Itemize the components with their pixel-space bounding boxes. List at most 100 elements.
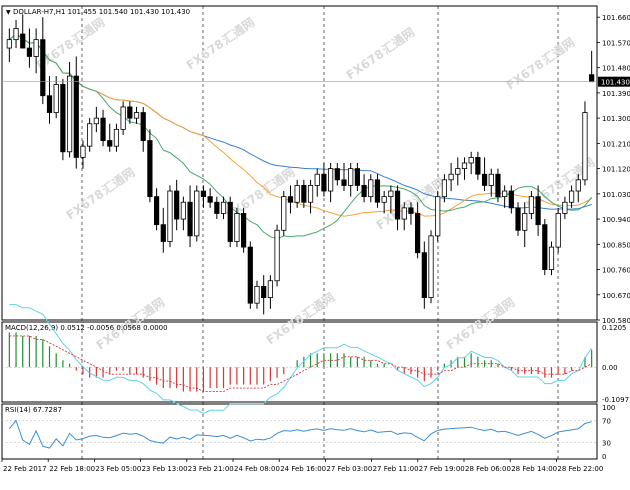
watermark-text-cn: 汇通网 <box>259 164 297 197</box>
candle-body-83 <box>562 201 568 214</box>
candle-body-3 <box>26 47 33 57</box>
candle-body-56 <box>381 196 387 203</box>
candle-body-8 <box>60 84 66 153</box>
candle-body-48 <box>328 168 334 192</box>
candle-body-34 <box>234 213 240 242</box>
macd-tick-label: 0.00 <box>602 364 618 372</box>
price-tick-label: 100.760 <box>602 267 630 275</box>
price-pane-frame <box>1 5 598 321</box>
x-tick-label: 28 Feb 14:00 <box>511 465 557 473</box>
candle-body-75 <box>508 190 514 209</box>
candle-body-54 <box>368 179 374 198</box>
x-tick-label: 22 Feb 2017 <box>3 465 47 473</box>
candle-body-6 <box>46 95 53 113</box>
price-tick-label: 100.670 <box>602 292 630 300</box>
candle-body-9 <box>66 75 73 153</box>
rsi-tick-label: 0 <box>602 453 606 461</box>
candle-body-43 <box>294 185 300 203</box>
watermark-text-cn: 汇通网 <box>99 164 137 197</box>
candle-body-11 <box>80 145 86 158</box>
macd-main-line <box>9 304 593 415</box>
candle-body-74 <box>502 190 508 198</box>
candle-body-0 <box>6 39 12 49</box>
chart-title-arrow: ▼ <box>6 9 11 16</box>
candle-body-31 <box>214 201 220 214</box>
watermark-text-cn: 汇通网 <box>409 174 447 207</box>
price-tick-label: 100.580 <box>602 317 630 325</box>
watermark-text-cn: 汇通网 <box>219 14 257 47</box>
candle-body-40 <box>274 229 280 282</box>
price-tick-label: 100.940 <box>602 216 630 224</box>
x-tick-label: 28 Feb 22:00 <box>557 465 603 473</box>
candle-body-62 <box>421 252 427 298</box>
candle-body-73 <box>495 173 501 198</box>
price-tick-label: 100.850 <box>602 241 630 249</box>
x-tick-label: 23 Feb 21:00 <box>188 465 234 473</box>
macd-signal-line <box>9 335 592 393</box>
candle-body-79 <box>535 196 541 226</box>
candle-body-78 <box>528 196 535 214</box>
x-tick-label: 22 Feb 18:00 <box>49 465 95 473</box>
macd-title: MACD(12,26,9) 0.0512 -0.0056 0.0568 0.00… <box>5 324 168 332</box>
candle-body-37 <box>254 285 260 304</box>
x-tick-label: 27 Feb 11:00 <box>373 465 419 473</box>
candle-body-17 <box>120 106 126 130</box>
current-price-badge <box>598 76 630 87</box>
candle-body-16 <box>113 128 120 147</box>
candle-body-49 <box>334 168 340 181</box>
x-tick-label: 23 Feb 05:00 <box>95 465 141 473</box>
candle-body-14 <box>100 117 106 141</box>
candle-body-87 <box>589 74 595 83</box>
watermark-text-cn: 汇通网 <box>379 24 417 57</box>
candle-body-60 <box>408 207 414 214</box>
x-tick-label: 24 Feb 16:00 <box>280 465 326 473</box>
rsi-tick-label: 30 <box>602 440 611 448</box>
candle-body-32 <box>220 201 227 214</box>
watermark-text: FX678 <box>504 57 547 93</box>
macd-pane-frame <box>1 321 598 403</box>
price-tick-label: 101.300 <box>602 115 630 123</box>
candle-body-1 <box>13 28 19 41</box>
candle-body-21 <box>147 140 153 198</box>
candle-body-28 <box>194 190 200 237</box>
x-tick-label: 27 Feb 19:00 <box>419 465 465 473</box>
candle-body-76 <box>515 207 521 231</box>
price-tick-label: 101.390 <box>602 90 630 98</box>
candle-body-2 <box>20 33 26 49</box>
candle-body-13 <box>93 117 99 125</box>
candle-body-52 <box>354 168 360 186</box>
watermark-text: FX678 <box>264 312 307 348</box>
x-tick-label: 23 Feb 13:00 <box>142 465 188 473</box>
candle-body-66 <box>448 173 454 181</box>
candle-body-36 <box>247 246 253 304</box>
candle-body-59 <box>401 207 407 220</box>
rsi-pane-frame <box>1 403 598 460</box>
price-tick-label: 101.570 <box>602 39 630 47</box>
chart-title: DOLLAR-H7,H1 101.455 101.540 101.430 101… <box>13 8 190 16</box>
candle-body-67 <box>455 168 461 175</box>
watermark-text: FX678 <box>34 37 77 73</box>
candle-body-68 <box>461 162 468 170</box>
candle-body-77 <box>522 213 528 231</box>
candle-body-72 <box>488 173 494 186</box>
candle-body-50 <box>341 179 347 186</box>
candle-body-35 <box>241 213 247 248</box>
price-tick-label: 101.030 <box>602 191 630 199</box>
candle-body-15 <box>107 140 113 147</box>
candle-body-84 <box>568 190 575 203</box>
watermark-text: FX678 <box>344 47 387 83</box>
candle-body-46 <box>314 173 320 186</box>
watermark-text-cn: 汇通网 <box>69 14 107 47</box>
candle-body-82 <box>555 213 561 248</box>
candle-body-5 <box>40 39 46 97</box>
candle-body-7 <box>53 84 59 113</box>
ma-mid-line <box>8 33 592 217</box>
price-tick-label: 101.210 <box>602 140 630 148</box>
rsi-title: RSI(14) 67.7287 <box>5 406 62 414</box>
candle-body-81 <box>548 246 555 270</box>
candle-body-65 <box>441 179 448 198</box>
candle-body-30 <box>207 196 213 203</box>
candle-body-53 <box>361 185 367 198</box>
candle-body-18 <box>127 106 133 119</box>
